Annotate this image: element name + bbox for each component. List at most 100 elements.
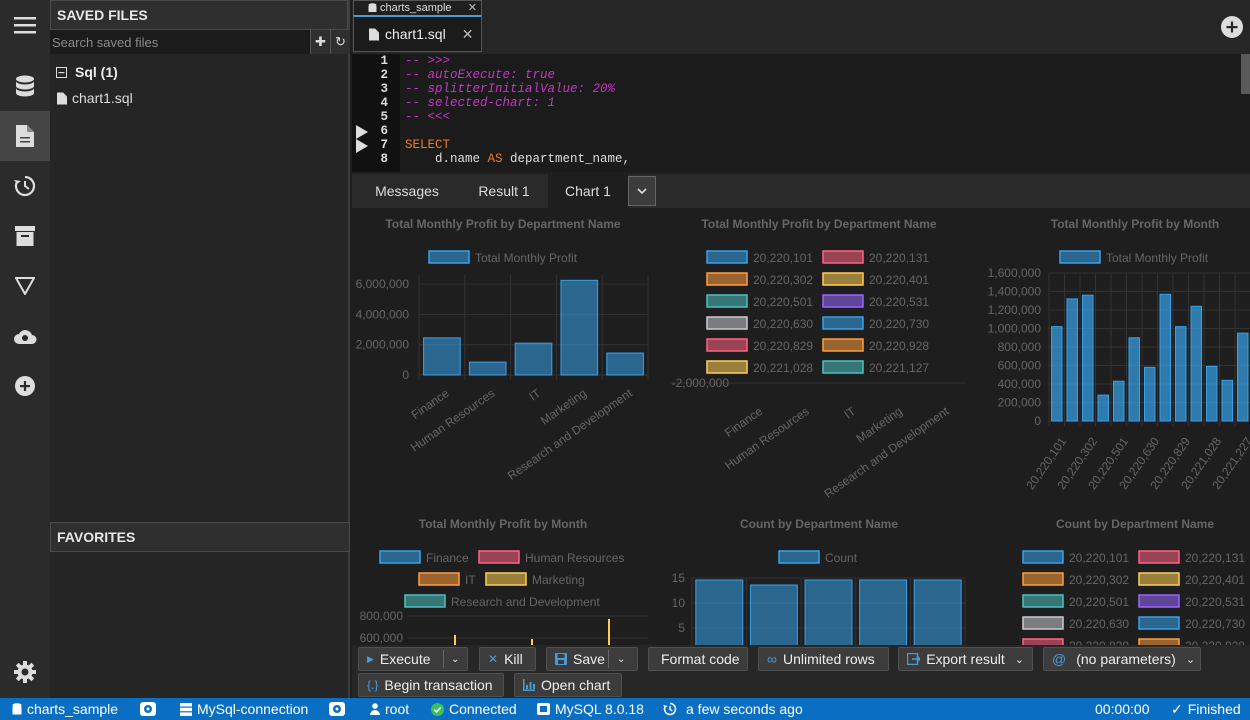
code-line: -- >>> [405,54,450,68]
legend-label: 20,220,531 [869,295,929,309]
main-area: charts_sample ✕ chart1.sql ✕ 1 -- >>> 2 -- … [352,0,1250,698]
format-code-button[interactable]: Format code [648,647,748,671]
bar [1175,326,1187,422]
legend-swatch [1138,616,1180,630]
refresh-button[interactable]: ↻ [330,30,350,54]
result-tabs: Messages Result 1 Chart 1 [352,174,1250,208]
add-circle-icon[interactable] [0,361,50,411]
history-icon[interactable] [0,161,50,211]
status-bar: charts_sample MySql-connection root Conn… [0,698,1250,720]
legend-label: 20,220,531 [1185,595,1245,609]
export-result-button[interactable]: Export result ⌄ [898,647,1033,671]
braces-icon: {.} [367,678,379,692]
tab-chart-1[interactable]: Chart 1 [548,174,628,208]
legend-label: Total Monthly Profit [1106,251,1209,265]
palette-icon[interactable] [329,698,345,720]
plus-icon: ✚ [315,34,326,49]
tree-folder-sql[interactable]: Sql (1) [56,64,118,80]
legend-swatch [404,594,446,608]
add-circle-icon [1221,16,1243,38]
menu-icon[interactable] [0,0,50,50]
server-icon [180,702,192,716]
legend-label: 20,220,630 [753,317,813,331]
tab-messages[interactable]: Messages [375,183,439,199]
chevron-down-icon[interactable]: ⌄ [617,653,626,665]
line-number: 4 [380,96,388,110]
new-tab-button[interactable] [1220,15,1244,39]
bar [1128,337,1140,422]
legend-swatch [1022,572,1064,586]
legend-label: 20,220,101 [753,251,813,265]
code-token: d.name [405,152,488,166]
file-icon[interactable] [0,111,50,161]
search-input[interactable] [50,30,310,54]
file-tab[interactable]: chart1.sql ✕ [353,15,482,52]
status-connected: Connected [431,698,517,720]
legend-swatch [822,338,864,352]
x-tick-label: Human Resources [722,404,811,472]
connection-tab[interactable]: charts_sample ✕ [353,0,482,15]
legend-label: Total Monthly Profit [475,251,578,265]
begin-transaction-button[interactable]: {.} Begin transaction [358,673,504,697]
execute-button[interactable]: ▶ Execute ⌄ [358,647,468,671]
editor-scrollbar[interactable] [1241,54,1250,94]
kill-label: Kill [504,651,523,667]
chevron-down-icon[interactable]: ⌄ [451,653,460,665]
tree-folder-label: Sql (1) [75,64,118,80]
status-time-ago: a few seconds ago [663,698,803,720]
tab-bar: charts_sample ✕ chart1.sql ✕ [352,0,1250,54]
tree-file-chart1[interactable]: chart1.sql [56,90,133,106]
status-version-label: MySQL 8.0.18 [555,701,644,717]
legend-swatch [478,550,520,564]
legend-swatch [706,360,748,374]
unlimited-rows-button[interactable]: ∞ Unlimited rows [758,647,889,671]
y-tick-label: 200,000 [998,396,1042,410]
y-tick-label: 600,000 [998,359,1042,373]
legend-label: 20,220,829 [1069,639,1129,645]
status-connection[interactable]: MySql-connection [180,698,308,720]
legend-label: 20,220,101 [1069,551,1129,565]
code-token: -- <<< [405,110,451,124]
settings-icon[interactable] [0,647,50,697]
refresh-icon: ↻ [335,34,346,49]
archive-icon[interactable] [0,211,50,261]
status-database[interactable]: charts_sample [12,698,118,720]
legend-label: 20,220,131 [1185,551,1245,565]
bar [859,579,908,645]
palette-icon[interactable] [140,698,156,720]
check-icon: ✓ [1171,700,1183,717]
legend-label: 20,221,028 [753,361,813,375]
legend-swatch [1022,550,1064,564]
x-tick-label: IT [526,386,543,404]
close-icon[interactable]: ✕ [467,2,477,14]
tab-result-1[interactable]: Result 1 [478,183,530,199]
bar [468,361,507,376]
sql-editor[interactable]: 1 -- >>> 2 -- autoExecute: true 3 -- splitter… [352,54,1250,172]
query-toolbar: ▶ Execute ⌄ ✕ Kill Save ⌄ Format code ∞ … [352,645,1250,698]
chart-title: Total Monthly Profit by Department Name [701,217,936,231]
add-file-button[interactable]: ✚ [310,30,330,54]
chart-title: Count by Department Name [1056,517,1214,531]
collapse-icon[interactable] [56,66,67,78]
legend-label: Count [825,551,858,565]
y-tick-label: 0 [1034,414,1041,428]
run-line-icon[interactable] [356,125,368,139]
cloud-icon[interactable] [0,311,50,361]
kill-button[interactable]: ✕ Kill [479,647,536,671]
close-icon[interactable]: ✕ [461,25,474,42]
parameters-dropdown[interactable]: @ (no parameters) ⌄ [1043,647,1201,671]
run-line-icon[interactable] [356,139,368,153]
legend-swatch [485,572,527,586]
charts-canvas: Total Monthly Profit by Department Name T… [356,217,1250,645]
file-small-icon [57,92,67,104]
database-icon[interactable] [0,61,50,111]
tab-dropdown-button[interactable] [628,176,656,206]
save-button[interactable]: Save ⌄ [546,647,638,671]
bar [1237,332,1249,422]
y-tick-label: 2,000,000 [356,338,410,352]
begin-label: Begin transaction [384,677,493,693]
filter-icon[interactable] [0,261,50,311]
open-chart-button[interactable]: Open chart [514,673,622,697]
code-token: -- selected-chart: 1 [405,96,556,110]
close-icon: ✕ [488,652,499,666]
